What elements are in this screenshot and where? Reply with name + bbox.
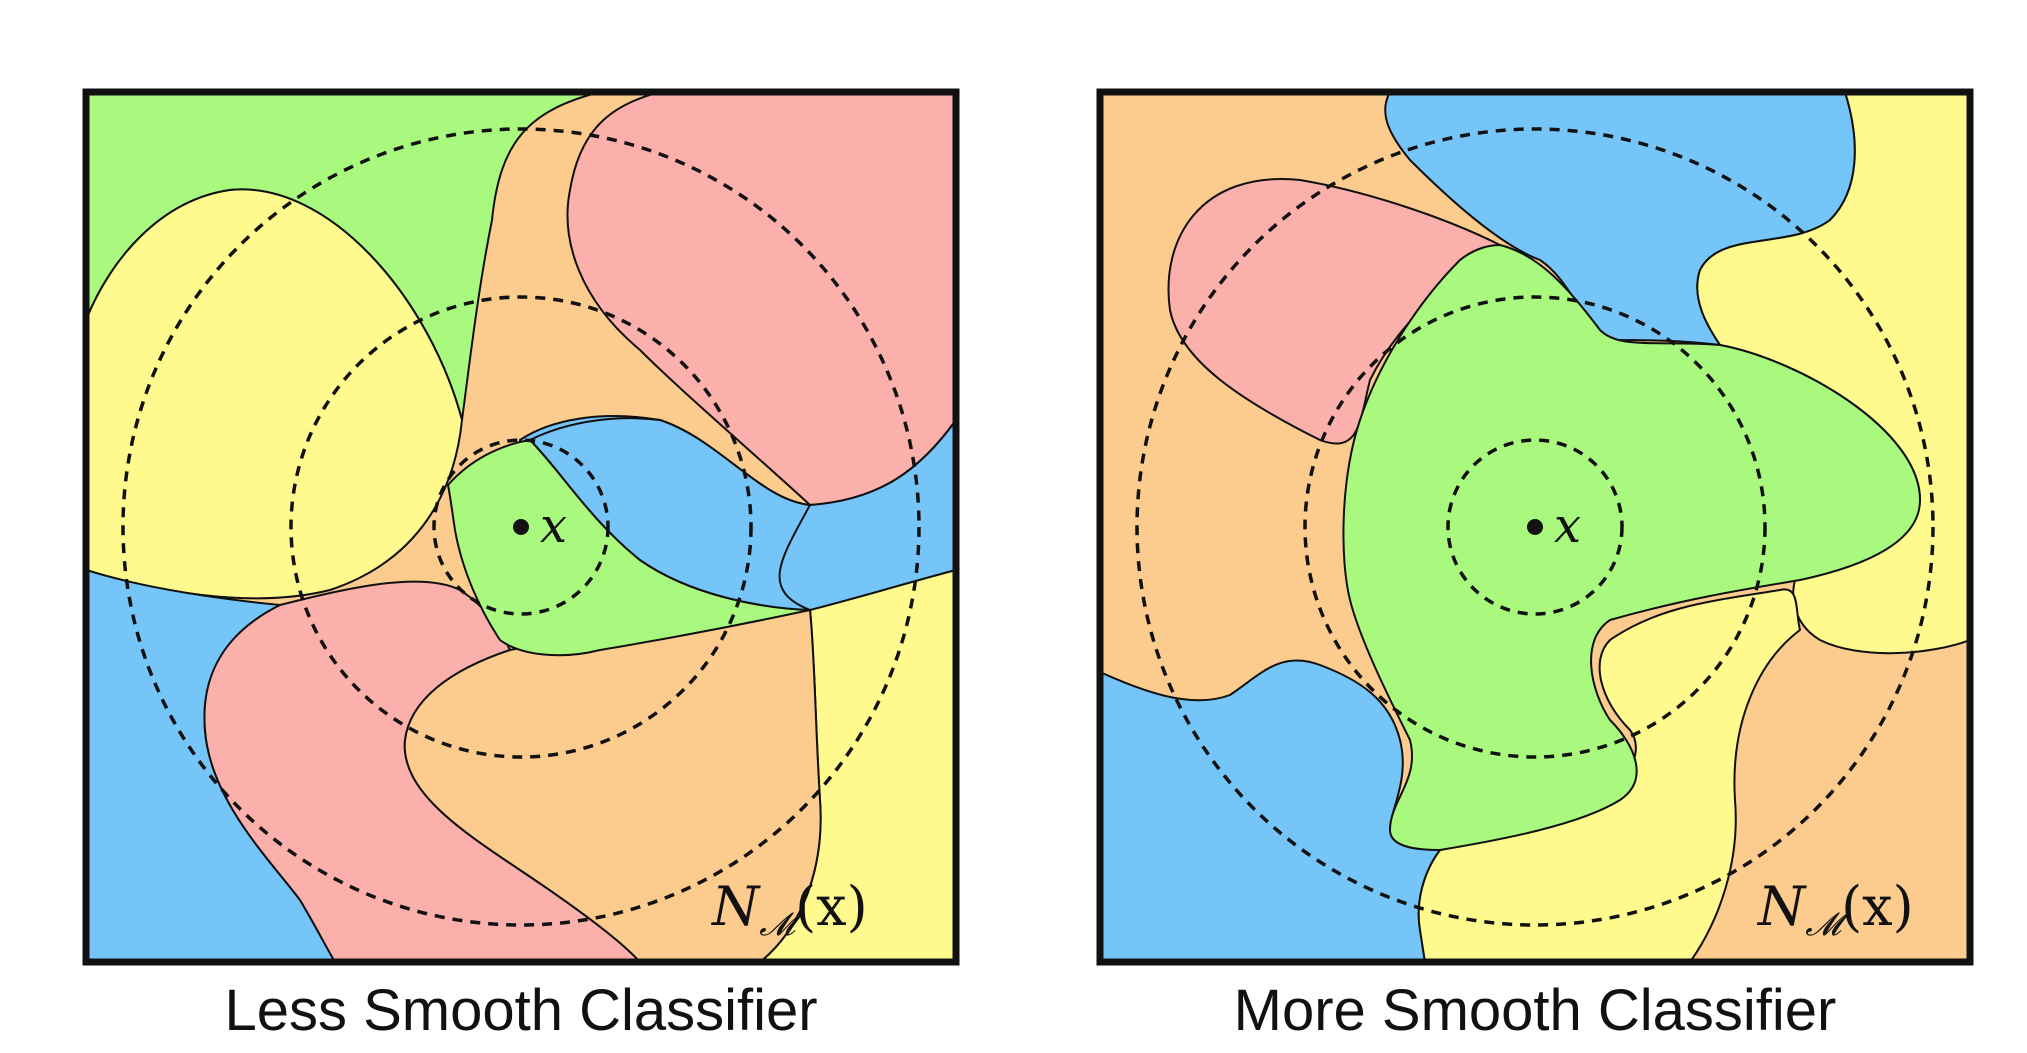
panel-less-smooth: x N𝓜(x) Less Smooth Classifier [82, 88, 960, 1043]
panel-frame-right [1096, 88, 1974, 966]
neighborhood-circle-small-right [1446, 438, 1624, 616]
region-yellow-left [86, 188, 463, 600]
neighborhood-label-left: N𝓜(x) [710, 875, 868, 943]
neighborhood-circle-medium-left [289, 295, 753, 759]
caption-less-smooth: Less Smooth Classifier [224, 978, 817, 1043]
caption-more-smooth: More Smooth Classifier [1234, 978, 1837, 1043]
decision-regions-left [86, 92, 956, 962]
neighborhood-circle-large-left [121, 127, 921, 927]
region-blue-center [529, 417, 811, 611]
panel-more-smooth: x N𝓜(x) More Smooth Classifier [1096, 88, 1974, 1043]
region-green-center [1342, 244, 1921, 851]
point-x-marker-left [513, 519, 529, 535]
panel-frame-left [82, 88, 960, 966]
neighborhood-circle-medium-right [1303, 295, 1767, 759]
point-x-marker-right [1527, 519, 1543, 535]
point-x-label-left: x [540, 498, 567, 554]
neighborhood-circle-large-right [1135, 127, 1935, 927]
point-x-label-right: x [1554, 498, 1581, 554]
neighborhood-label-right: N𝓜(x) [1756, 875, 1914, 943]
neighborhood-circle-small-left [432, 438, 610, 616]
